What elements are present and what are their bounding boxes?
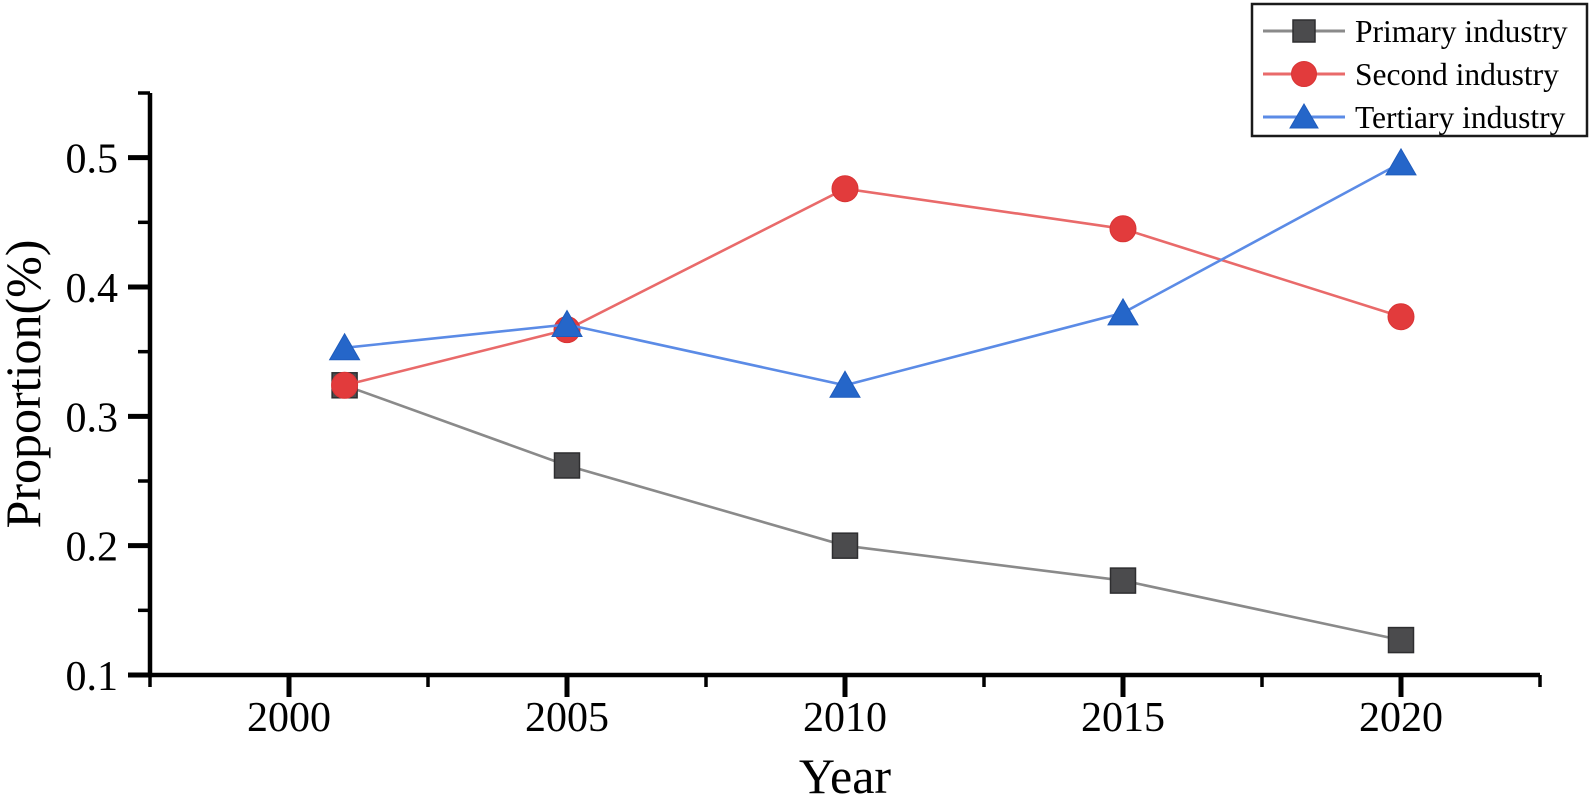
marker-circle-second-industry: [1109, 215, 1137, 243]
marker-square-primary-industry: [831, 532, 859, 559]
x-axis-tick-label: 2005: [525, 695, 609, 741]
x-axis-tick-label: 2000: [247, 695, 331, 741]
series-line-second-industry: [344, 187, 1402, 387]
marker-triangle-tertiary-industry: [551, 309, 583, 338]
y-axis-tick-label: 0.4: [66, 266, 119, 312]
x-axis-title: Year: [799, 748, 891, 804]
series-layer: [328, 147, 1417, 654]
marker-triangle-tertiary-industry: [829, 370, 861, 398]
legend-item-tertiary-industry: Tertiary industry: [1263, 100, 1566, 135]
marker-circle-second-industry: [331, 371, 359, 399]
marker-square-primary-industry: [553, 452, 581, 479]
marker-square-primary-industry: [1387, 626, 1415, 654]
y-axis-tick-label: 0.5: [66, 137, 119, 183]
marker-triangle-tertiary-industry: [1107, 297, 1139, 326]
series-line-tertiary-industry: [344, 161, 1402, 387]
y-axis-tick-label: 0.1: [66, 654, 119, 700]
series-line-primary-industry: [344, 384, 1402, 642]
legend-item-second-industry: Second industry: [1263, 57, 1559, 92]
marker-circle-second-industry: [831, 175, 859, 203]
y-axis-title: Proportion(%): [0, 240, 51, 529]
legend-circle-icon: [1291, 61, 1317, 87]
marker-triangle-tertiary-industry: [328, 332, 361, 361]
axes-layer: 2000 2005 2010 2015 2020 0.1 0.2 0.3 0.4 0.5: [66, 91, 1542, 741]
legend-item-primary-industry: Primary industry: [1263, 14, 1568, 49]
legend-triangle-icon: [1289, 103, 1319, 129]
x-axis-tick-label: 2020: [1359, 695, 1443, 741]
marker-circle-second-industry: [1387, 303, 1415, 331]
y-axis-tick-label: 0.2: [66, 525, 119, 571]
legend-square-icon: [1292, 19, 1316, 43]
legend: Primary industry Second industry Tertiary …: [1250, 2, 1589, 138]
marker-triangle-tertiary-industry: [1385, 147, 1417, 176]
marker-square-primary-industry: [1109, 567, 1137, 594]
legend-label-second-industry: Second industry: [1355, 57, 1559, 92]
legend-label-primary-industry: Primary industry: [1355, 14, 1568, 49]
legend-label-tertiary-industry: Tertiary industry: [1355, 100, 1566, 135]
x-axis-tick-label: 2015: [1081, 695, 1165, 741]
y-axis-tick-label: 0.3: [66, 395, 119, 441]
x-axis-tick-label: 2010: [803, 695, 887, 741]
